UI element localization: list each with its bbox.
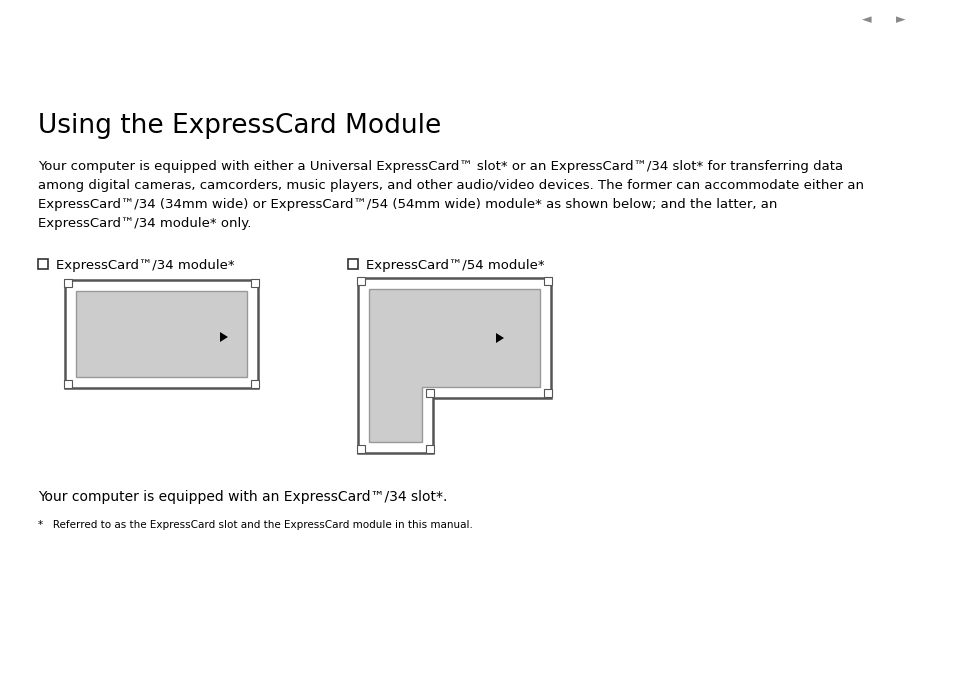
Text: ExpressCard™/34 (34mm wide) or ExpressCard™/54 (54mm wide) module* as shown belo: ExpressCard™/34 (34mm wide) or ExpressCa… xyxy=(38,198,777,211)
Bar xyxy=(65,280,257,388)
Text: among digital cameras, camcorders, music players, and other audio/video devices.: among digital cameras, camcorders, music… xyxy=(38,179,863,192)
Text: Your computer is equipped with an ExpressCard™/34 slot*.: Your computer is equipped with an Expres… xyxy=(38,490,447,504)
Bar xyxy=(76,291,247,377)
Text: VA IO: VA IO xyxy=(18,18,103,46)
Text: Your computer is equipped with either a Universal ExpressCard™ slot* or an Expre: Your computer is equipped with either a … xyxy=(38,160,842,173)
Text: ◄: ◄ xyxy=(862,13,871,26)
Bar xyxy=(356,445,365,453)
Bar xyxy=(543,389,552,397)
Bar xyxy=(38,259,48,269)
Text: 48: 48 xyxy=(877,13,897,27)
Text: ExpressCard™/54 module*: ExpressCard™/54 module* xyxy=(366,259,544,272)
Polygon shape xyxy=(220,332,228,342)
Text: ►: ► xyxy=(895,13,904,26)
Polygon shape xyxy=(496,333,503,343)
Bar xyxy=(426,389,434,397)
Polygon shape xyxy=(357,278,551,453)
Bar xyxy=(348,259,357,269)
Text: Using the ExpressCard Module: Using the ExpressCard Module xyxy=(38,113,441,139)
Bar xyxy=(426,445,434,453)
Bar xyxy=(251,279,258,287)
Polygon shape xyxy=(369,289,539,442)
Bar xyxy=(356,277,365,285)
Text: \/\ IO: \/\ IO xyxy=(15,22,95,42)
Text: Using Your VAIO Computer: Using Your VAIO Computer xyxy=(783,28,939,42)
Text: ExpressCard™/34 module*: ExpressCard™/34 module* xyxy=(56,259,234,272)
Bar xyxy=(64,279,71,287)
Bar xyxy=(64,380,71,388)
Bar xyxy=(543,277,552,285)
Text: ExpressCard™/34 module* only.: ExpressCard™/34 module* only. xyxy=(38,217,251,230)
Bar xyxy=(251,380,258,388)
Text: *   Referred to as the ExpressCard slot and the ExpressCard module in this manua: * Referred to as the ExpressCard slot an… xyxy=(38,520,473,530)
